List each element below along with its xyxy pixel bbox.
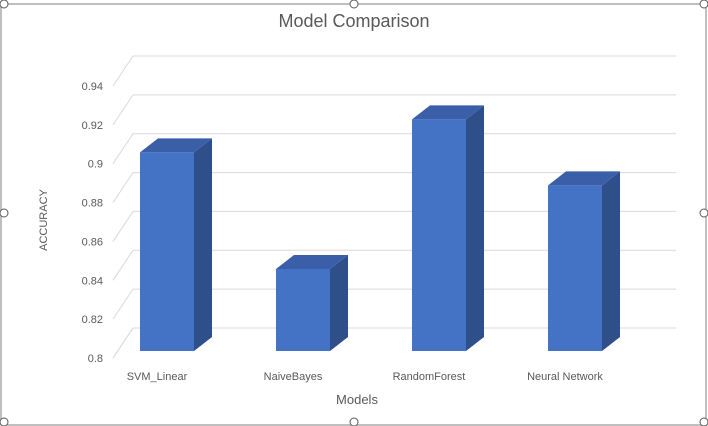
gridline-diagonal <box>112 172 134 203</box>
bars <box>140 105 620 351</box>
bar-top <box>412 105 484 120</box>
bar-side <box>194 138 212 351</box>
gridline-diagonal <box>112 55 134 87</box>
resize-handle[interactable] <box>0 0 9 9</box>
y-tick-label: 0.84 <box>82 275 103 287</box>
gridline-diagonal <box>112 211 134 242</box>
resize-handle[interactable] <box>0 208 9 218</box>
bar[interactable] <box>548 171 620 351</box>
bar[interactable] <box>276 254 348 351</box>
y-tick-label: 0.86 <box>82 236 103 248</box>
bar[interactable] <box>140 138 212 351</box>
resize-handle[interactable] <box>349 0 359 9</box>
y-tick-label: 0.94 <box>82 81 103 93</box>
x-tick-label: Neural Network <box>527 371 603 383</box>
bar-front <box>276 268 330 351</box>
y-axis-title: ACCURACY <box>38 188 50 250</box>
bar-side <box>602 171 620 351</box>
y-tick-label: 0.92 <box>82 120 103 132</box>
x-tick-label: SVM_Linear <box>127 371 188 383</box>
y-tick-label: 0.82 <box>82 314 103 326</box>
bar-front <box>548 185 602 351</box>
bar-side <box>330 254 348 351</box>
resize-handle[interactable] <box>349 417 359 426</box>
gridline-diagonal <box>112 288 134 320</box>
resize-handle[interactable] <box>0 417 9 426</box>
y-tick-label: 0.8 <box>88 353 103 365</box>
resize-handle[interactable] <box>699 208 708 218</box>
chart-title: Model Comparison <box>278 11 429 31</box>
gridline-diagonal <box>112 94 134 126</box>
bar-front <box>140 152 194 351</box>
bar-top <box>276 254 348 269</box>
gridline-diagonal <box>112 133 134 164</box>
bar-side <box>466 105 484 351</box>
bar[interactable] <box>412 105 484 351</box>
bar-top <box>140 138 212 153</box>
x-tick-label: NaiveBayes <box>264 371 323 383</box>
gridline-diagonal <box>112 250 134 281</box>
resize-handle[interactable] <box>699 417 708 426</box>
bar-top <box>548 171 620 186</box>
y-tick-labels: 0.8 0.82 0.84 0.86 0.88 0.9 0.92 0.94 <box>82 81 103 365</box>
floor-edge <box>112 327 134 359</box>
y-tick-label: 0.88 <box>82 198 103 210</box>
x-category-labels: SVM_Linear NaiveBayes RandomForest Neural N… <box>127 371 604 383</box>
resize-handle[interactable] <box>699 0 708 9</box>
x-tick-label: RandomForest <box>393 371 466 383</box>
x-axis-title: Models <box>336 392 378 407</box>
y-tick-label: 0.9 <box>88 159 103 171</box>
bar-front <box>412 119 466 351</box>
